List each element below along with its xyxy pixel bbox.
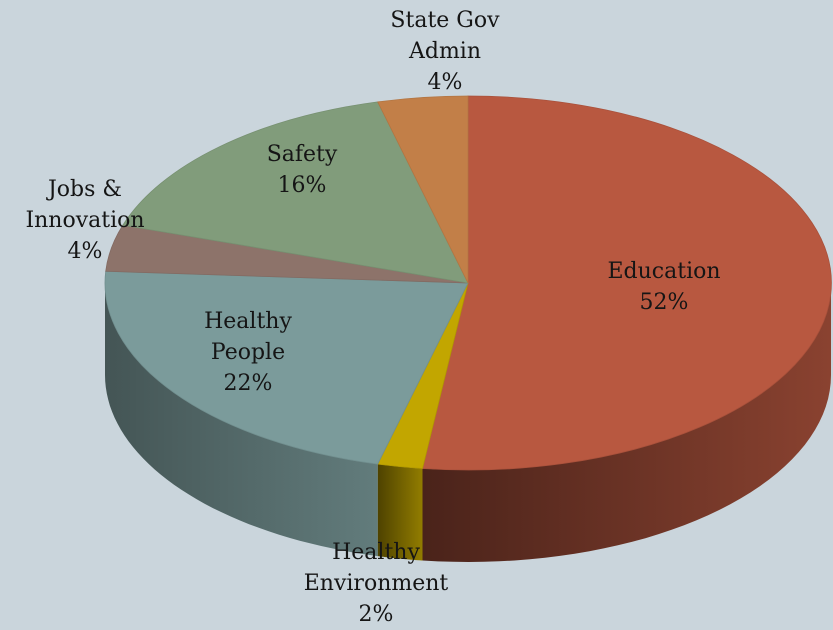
slice-label-jobs-innovation: Jobs & Innovation 4% [25,174,144,267]
slice-label-line: People [210,340,286,365]
slice-label-line: 52% [639,290,689,315]
slice-label-line: Jobs & [47,177,123,202]
slice-side-healthy-environment [377,464,423,561]
slice-label-line: Innovation [25,208,145,233]
slice-label-education: Education 52% [607,256,720,318]
slice-label-line: Healthy [204,309,292,334]
slice-label-line: 22% [223,371,273,396]
slice-label-line: Safety [266,142,338,167]
slice-label-line: 4% [67,239,103,264]
slice-label-line: Admin [408,39,482,64]
slice-side-education [422,283,831,562]
slice-label-line: 16% [277,173,327,198]
slice-side-healthy-people [105,283,378,557]
slice-label-line: Education [607,259,721,284]
pie-top [104,95,832,471]
slice-healthy-people [104,270,469,465]
slice-label-line: 4% [427,70,463,95]
slice-label-safety: Safety 16% [267,139,338,201]
slice-safety [122,101,469,284]
slice-label-line: 2% [358,602,394,627]
slice-state-gov-admin [377,95,469,284]
slice-label-state-gov-admin: State Gov Admin 4% [390,5,499,98]
slice-label-line: Environment [303,571,449,596]
slice-label-healthy-environment: Healthy Environment 2% [304,537,449,630]
slice-label-line: Healthy [332,540,420,565]
slice-label-line: State Gov [390,8,500,33]
slice-label-healthy-people: Healthy People 22% [204,306,292,399]
slice-education [421,95,832,471]
pie-sides [105,283,831,562]
